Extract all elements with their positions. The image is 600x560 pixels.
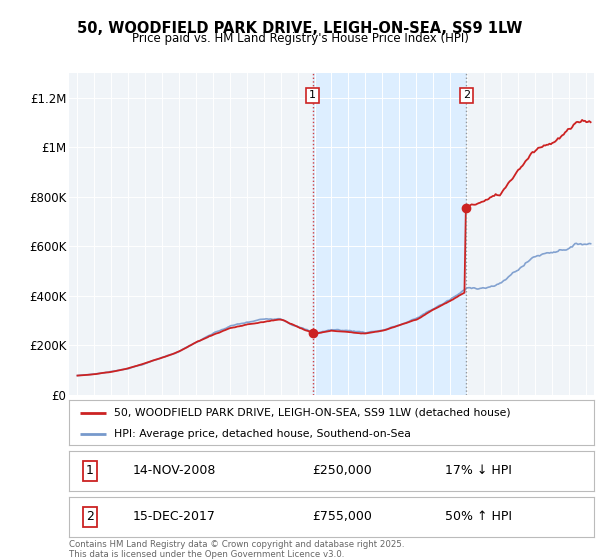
Text: 2: 2 — [86, 510, 94, 524]
Text: 2: 2 — [463, 90, 470, 100]
Text: 15-DEC-2017: 15-DEC-2017 — [133, 510, 215, 524]
Text: 1: 1 — [86, 464, 94, 478]
Text: 14-NOV-2008: 14-NOV-2008 — [133, 464, 215, 478]
Text: 50, WOODFIELD PARK DRIVE, LEIGH-ON-SEA, SS9 1LW (detached house): 50, WOODFIELD PARK DRIVE, LEIGH-ON-SEA, … — [113, 408, 510, 418]
Text: 17% ↓ HPI: 17% ↓ HPI — [445, 464, 512, 478]
Text: HPI: Average price, detached house, Southend-on-Sea: HPI: Average price, detached house, Sout… — [113, 429, 410, 439]
Bar — [313, 73, 466, 395]
Text: Contains HM Land Registry data © Crown copyright and database right 2025.
This d: Contains HM Land Registry data © Crown c… — [69, 540, 404, 559]
Text: 50% ↑ HPI: 50% ↑ HPI — [445, 510, 512, 524]
Text: Price paid vs. HM Land Registry's House Price Index (HPI): Price paid vs. HM Land Registry's House … — [131, 32, 469, 45]
Text: 50, WOODFIELD PARK DRIVE, LEIGH-ON-SEA, SS9 1LW: 50, WOODFIELD PARK DRIVE, LEIGH-ON-SEA, … — [77, 21, 523, 36]
Text: £250,000: £250,000 — [312, 464, 372, 478]
Text: 1: 1 — [309, 90, 316, 100]
Text: £755,000: £755,000 — [312, 510, 372, 524]
